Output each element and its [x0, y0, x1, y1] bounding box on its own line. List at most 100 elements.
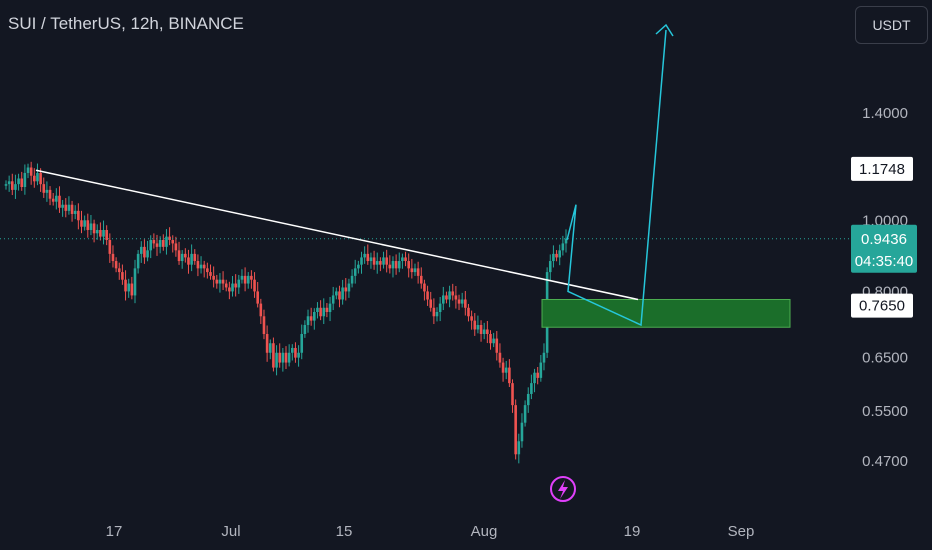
candle-body [363, 253, 366, 258]
time-axis[interactable]: 17 Jul 15 Aug 19 Sep [106, 523, 755, 540]
candle-body [498, 352, 502, 363]
y-tick-label: 0.6500 [862, 350, 908, 367]
candle-body [51, 198, 55, 202]
candle-body [473, 320, 477, 330]
candle-body [464, 299, 467, 308]
candle-body [309, 316, 313, 321]
candle-body [520, 422, 524, 442]
candle-body [184, 253, 187, 258]
candle-body [83, 220, 86, 227]
price-tag [851, 293, 913, 318]
candle-body [272, 343, 275, 368]
candle-body [127, 283, 130, 292]
candle-body [48, 189, 52, 199]
candle-body [58, 195, 61, 208]
candle-body [108, 240, 112, 254]
candle-body [297, 352, 300, 358]
candle-body [407, 261, 410, 269]
candle-body [86, 220, 90, 230]
candle-body [143, 246, 146, 258]
candle-body [196, 261, 200, 269]
candle-body [548, 261, 552, 273]
candle-body [303, 325, 307, 334]
candle-body [284, 352, 288, 363]
candle-body [416, 268, 420, 276]
candle-body [350, 275, 354, 284]
current-price-tag [851, 224, 917, 273]
lightning-icon[interactable] [550, 476, 576, 502]
candle-body [190, 253, 193, 265]
candle-body [325, 307, 329, 312]
x-tick-label: 15 [336, 523, 353, 540]
candle-body [77, 210, 80, 221]
candle-body [385, 257, 388, 265]
candle-body [328, 303, 332, 312]
candle-body [347, 283, 351, 292]
candle-body [168, 236, 171, 241]
candle-body [45, 189, 49, 193]
candle-body [275, 352, 278, 368]
candle-body [290, 347, 294, 353]
x-tick-label: Sep [728, 523, 755, 540]
candle-body [536, 372, 539, 378]
currency-button[interactable]: USDT [855, 6, 928, 44]
candle-body [375, 261, 379, 265]
arrowhead-icon [655, 23, 674, 37]
candle-body [64, 204, 68, 211]
candle-body [193, 253, 197, 262]
projection-path[interactable] [566, 29, 667, 327]
candle-body [139, 246, 143, 254]
candle-body [511, 383, 514, 406]
candle-body [39, 172, 42, 185]
candle-body [187, 257, 190, 265]
candle-body [457, 299, 461, 304]
candle-body [492, 338, 495, 344]
candle-body [253, 279, 256, 292]
candle-body [4, 184, 8, 186]
candle-body [454, 295, 458, 300]
candle-body [438, 303, 442, 312]
candle-body [486, 329, 489, 334]
candle-body [401, 257, 404, 262]
candle-body [117, 268, 121, 273]
candle-body [14, 184, 17, 190]
candle-body [382, 257, 385, 265]
candle-body [558, 250, 562, 258]
candle-body [243, 275, 247, 284]
candles-layer [4, 161, 568, 464]
candle-body [221, 279, 225, 284]
candle-body [306, 316, 310, 326]
candle-body [237, 279, 241, 288]
candle-body [435, 311, 439, 317]
x-tick-label: Aug [471, 523, 498, 540]
y-tick-label: 0.4700 [862, 453, 908, 470]
demand-zone[interactable] [541, 298, 791, 328]
countdown-label: 04:35:40 [855, 253, 913, 270]
x-tick-label: 17 [106, 523, 123, 540]
candle-body [29, 167, 33, 176]
candle-body [517, 441, 521, 455]
price-tag-label: 1.1748 [859, 161, 905, 178]
candle-body [423, 283, 426, 292]
candle-body [202, 264, 206, 269]
candle-body [180, 253, 184, 262]
candle-body [319, 307, 322, 317]
candle-body [165, 236, 168, 247]
candle-body [489, 333, 492, 344]
candle-body [432, 307, 436, 317]
candle-body [42, 184, 46, 193]
candle-body [146, 250, 149, 258]
candle-body [136, 253, 140, 269]
current-price-label: 0.9436 [861, 231, 907, 248]
candle-body [256, 291, 259, 304]
candle-body [394, 261, 398, 269]
trendline[interactable] [35, 169, 639, 301]
candle-body [121, 272, 124, 280]
candle-body [419, 275, 423, 284]
candle-body [533, 372, 536, 384]
candle-body [353, 268, 357, 276]
candle-body [470, 316, 473, 321]
candle-body [561, 243, 565, 251]
candle-body [26, 167, 30, 173]
